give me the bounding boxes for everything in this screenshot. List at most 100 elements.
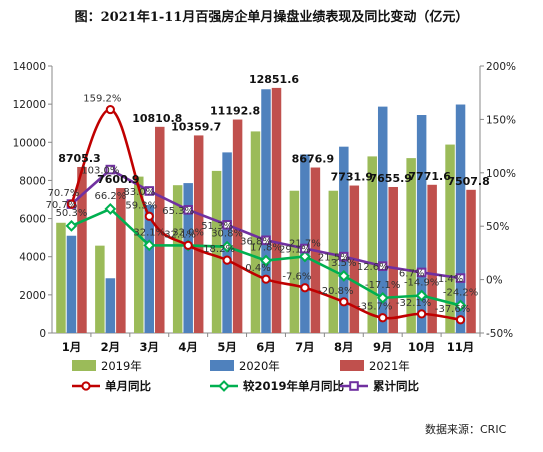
marker-单月同比-7月 [300,283,310,293]
bar-2021年-6月 [271,87,282,333]
legend-label-单月同比: 单月同比 [105,379,151,393]
legend-label-2020年: 2020年 [239,359,280,373]
line-单月同比 [70,108,461,322]
line-label-单月同比-2月: 159.2% [83,94,121,105]
line-label-较2019年单月同比-4月: 32.0% [172,227,204,238]
line-label-累计同比-6月: 36.8% [240,236,272,247]
marker-较2019年单月同比-3月 [143,239,156,252]
marker-累计同比-6月 [261,235,271,246]
bar-label-11月: 7507.8 [447,175,489,188]
x-tick-label: 6月 [256,340,276,354]
bar-2019年-2月 [95,245,105,333]
marker-累计同比-7月 [300,243,310,254]
marker-较2019年单月同比-7月 [298,250,311,263]
y-left-tick-label: 0 [39,328,46,340]
bar-label-1月: 8705.3 [58,152,100,165]
bar-2019年-4月 [172,185,183,333]
legend-label-累计同比: 累计同比 [373,379,419,393]
bar-2021年-5月 [232,119,243,333]
bar-label-4月: 10359.7 [171,120,221,133]
bar-2019年-5月 [211,170,222,333]
line-label-较2019年单月同比-6月: 17.8% [250,243,282,254]
line-label-较2019年单月同比-2月: 66.2% [94,191,126,202]
y-right-tick-label: 50% [486,221,509,233]
y-left-tick-label: 2000 [19,290,46,302]
bar-label-2月: 7600.9 [97,173,139,186]
bar-2019年-10月 [406,158,416,333]
x-tick-label: 4月 [178,340,198,354]
line-label-累计同比-4月: 65.3% [162,206,194,217]
bar-label-6月: 12851.6 [249,73,299,86]
x-tick-label: 2月 [101,340,121,354]
line-label-累计同比-10月: 6.7% [399,268,424,279]
legend-label-2019年: 2019年 [101,359,142,373]
bar-2020年-2月 [105,278,116,333]
legend-marker-较2019年单月同比 [218,380,230,392]
marker-较2019年单月同比-6月 [260,254,272,267]
bar-2021年-10月 [427,184,437,333]
bar-2020年-4月 [183,183,193,333]
marker-累计同比-3月 [144,186,155,196]
line-label-较2019年单月同比-9月: -17.1% [365,280,400,291]
bar-2020年-6月 [261,89,271,333]
bar-2021年-11月 [466,189,476,333]
marker-单月同比-10月 [417,309,427,319]
line-label-单月同比-11月: -37.6% [435,304,470,315]
marker-单月同比-4月 [183,240,193,250]
line-label-较2019年单月同比-10月: -14.9% [404,278,439,289]
x-tick-label: 5月 [217,340,237,354]
y-left-tick-label: 12000 [13,99,46,111]
line-label-单月同比-3月: 59.3% [125,200,157,211]
bar-2019年-9月 [367,156,377,333]
marker-单月同比-8月 [339,297,349,307]
marker-单月同比-5月 [222,255,232,265]
line-label-累计同比-3月: 83.0% [123,187,155,198]
line-label-累计同比-9月: 12.6% [357,262,389,273]
marker-较2019年单月同比-8月 [337,269,350,282]
bar-2019年-7月 [289,190,300,333]
x-tick-label: 3月 [140,340,160,354]
y-left-tick-label: 6000 [19,214,46,226]
y-right-tick-label: 0% [486,275,503,287]
line-label-累计同比-7月: 29.1% [279,245,311,256]
line-label-单月同比-7月: -7.6% [282,272,311,283]
y-right-tick-label: 100% [486,168,516,180]
y-right-tick-label: 200% [486,61,516,73]
marker-累计同比-9月 [377,261,388,271]
x-tick-label: 1月 [62,340,82,354]
bar-label-5月: 11192.8 [210,105,260,118]
data-source-note: 数据来源：CRIC [425,423,507,436]
y-right-tick-label: -50% [486,328,513,340]
marker-累计同比-8月 [339,251,349,262]
line-label-单月同比-9月: -35.7% [357,302,392,313]
line-label-单月同比-4月: 32.1% [164,229,196,240]
bar-label-9月: 7655.9 [370,172,412,185]
marker-单月同比-11月 [455,315,466,325]
legend-label-2021年: 2021年 [369,359,410,373]
bar-2019年-6月 [250,131,261,333]
bar-2019年-1月 [56,222,66,333]
bar-2019年-3月 [134,176,144,333]
bar-2020年-11月 [455,104,466,333]
marker-较2019年单月同比-9月 [376,291,389,304]
line-label-单月同比-6月: 0.4% [245,263,270,274]
line-label-较2019年单月同比-7月: 21.7% [289,238,321,249]
bar-2019年-8月 [328,190,339,333]
bar-2020年-10月 [416,115,427,333]
bar-2020年-8月 [339,146,349,333]
legend-swatch-2021年 [340,360,364,371]
line-label-较2019年单月同比-8月: 3.5% [331,258,356,269]
line-label-单月同比-5月: 18.2% [203,244,235,255]
line-label-单月同比-8月: -20.8% [318,286,353,297]
x-tick-label: 10月 [408,340,436,354]
marker-较2019年单月同比-2月 [104,202,117,215]
line-label-累计同比-8月: 21.5% [318,253,350,264]
bar-label-3月: 10810.8 [132,112,182,125]
marker-较2019年单月同比-5月 [221,240,234,253]
x-tick-label: 8月 [334,340,354,354]
marker-单月同比-2月 [105,104,115,115]
chart-title: 图：2021年1-11月百强房企单月操盘业绩表现及同比变动（亿元） [74,10,469,25]
y-right-tick-label: 150% [486,114,516,126]
line-label-累计同比-2月: 103.0% [81,166,119,177]
